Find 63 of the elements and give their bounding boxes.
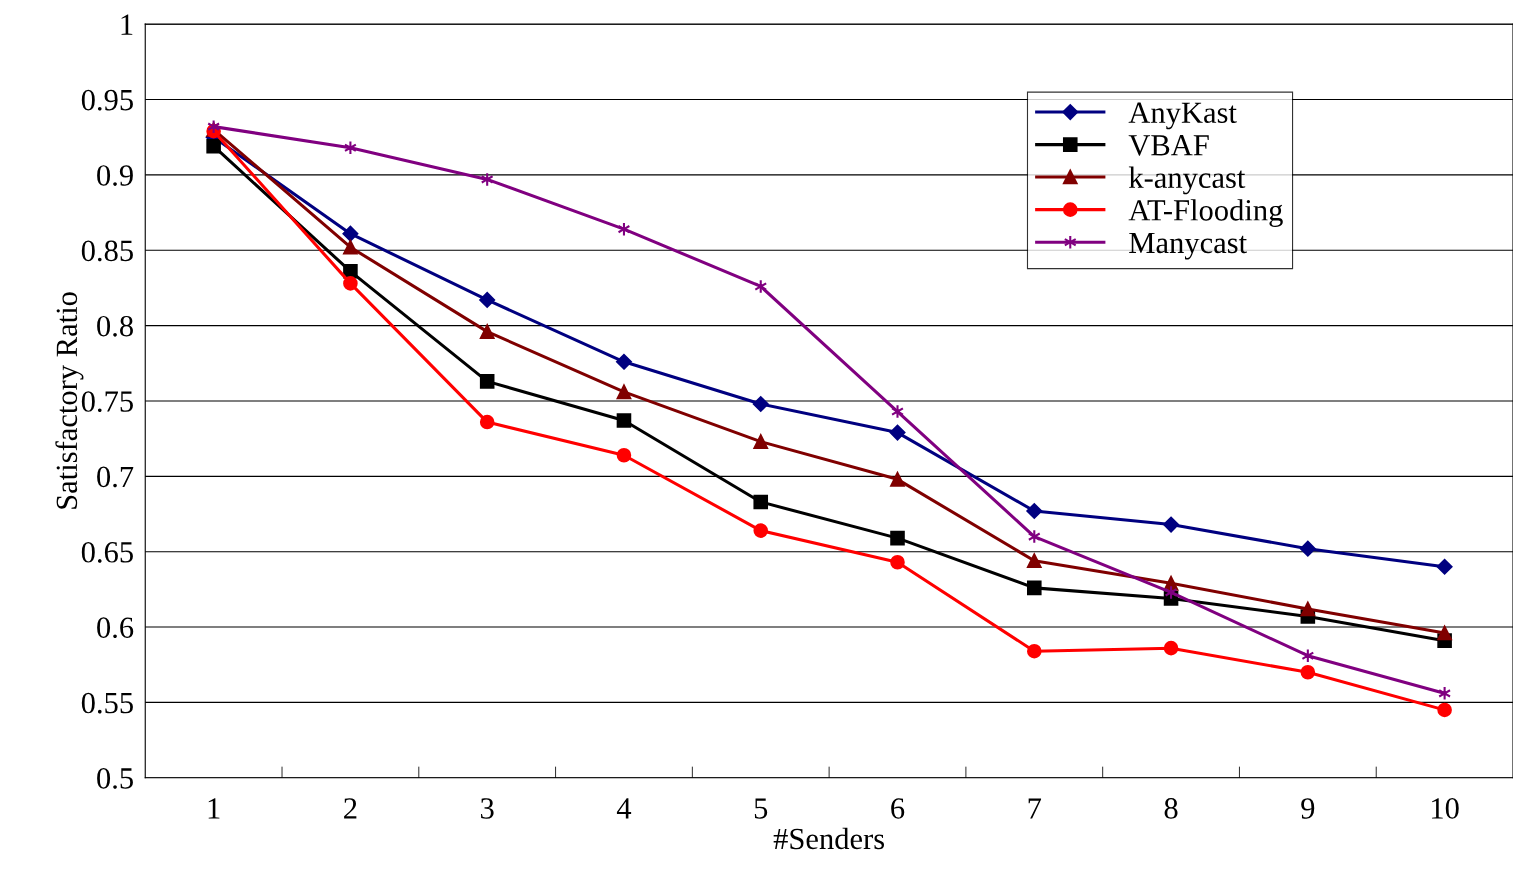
point [891,404,904,419]
y-tick-label: 0.65 [81,541,133,563]
point [889,424,906,441]
y-tick-label: 0.55 [81,692,133,714]
point [890,530,905,546]
y-tick-label: 0.6 [97,617,134,639]
y-axis-title: Satisfactory Ratio [55,292,84,509]
point [1163,640,1179,656]
y-tick-label: 0.85 [81,240,133,262]
point [1299,540,1316,557]
point [753,434,769,449]
legend-label: VBAF [1128,135,1209,156]
point [616,384,632,400]
y-tick-label: 0.7 [97,466,134,488]
y-tick-label: 0.5 [97,768,133,789]
x-tick-label: 6 [891,798,905,819]
point [342,225,359,242]
point [753,494,769,510]
point [343,239,358,255]
point [1026,503,1043,519]
point [616,447,632,463]
x-tick-label: 3 [481,798,494,819]
point [1437,702,1452,718]
point [890,472,905,487]
legend-label: k-anycast [1128,166,1246,195]
x-tick-label: 9 [1301,798,1315,819]
legend-label: AnyKast [1128,102,1237,130]
x-tick-label: 2 [344,798,357,819]
x-tick-label: 5 [754,798,768,819]
point [1163,516,1179,533]
point [753,523,769,538]
point [343,276,358,291]
point [1300,601,1316,617]
legend-label: AT-Flooding [1128,199,1283,227]
y-tick-label: 1 [121,14,133,35]
x-axis-title: #Senders [773,827,885,850]
point [479,324,495,339]
point [206,138,221,154]
point [1027,643,1042,659]
x-tick-label: 1 [208,798,220,819]
legend-label: Manycast [1129,232,1247,260]
x-tick-label: 7 [1028,798,1042,819]
x-tick-label: 10 [1432,798,1459,819]
point [343,140,357,156]
point [343,264,358,279]
point [1436,558,1453,575]
point [890,554,905,570]
y-tick-label: 0.95 [81,89,133,111]
point [1027,580,1042,596]
point [479,374,495,389]
point [1300,664,1316,680]
point [616,353,632,370]
y-tick-label: 0.9 [97,165,133,186]
point [479,292,496,308]
point [752,396,769,412]
x-tick-label: 8 [1164,798,1178,819]
x-tick-label: 4 [616,798,632,819]
point [616,413,632,428]
point [1437,625,1452,641]
point [1027,553,1042,569]
point [479,414,495,430]
y-tick-label: 0.8 [97,315,133,337]
y-tick-label: 0.75 [81,391,133,412]
